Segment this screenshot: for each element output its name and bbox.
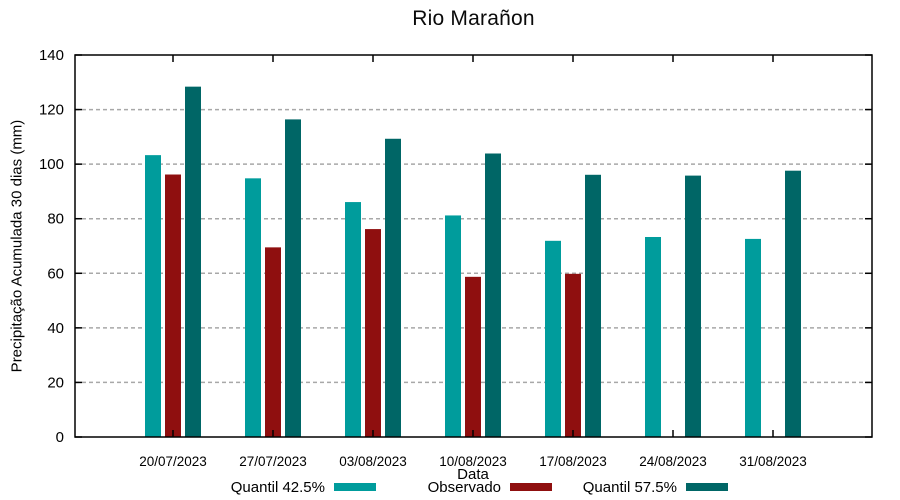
x-tick-label: 03/08/2023 — [339, 454, 407, 469]
legend-label: Observado — [427, 478, 501, 496]
bar-observado — [265, 247, 281, 437]
bar-quantil-57-5- — [685, 175, 701, 438]
bar-quantil-57-5- — [585, 174, 601, 437]
bar-quantil-42-5- — [445, 215, 461, 437]
chart-title: Rio Marañon — [412, 7, 535, 30]
legend-swatch-quantil-425-icon — [334, 483, 376, 491]
y-tick-label: 0 — [56, 429, 64, 446]
y-tick-label: 100 — [39, 156, 64, 173]
bar-quantil-57-5- — [185, 86, 201, 437]
bar-quantil-42-5- — [545, 240, 561, 437]
y-tick-label: 80 — [47, 211, 64, 228]
bar-quantil-42-5- — [645, 236, 661, 437]
bar-quantil-57-5- — [385, 138, 401, 437]
bar-quantil-57-5- — [485, 153, 501, 437]
x-axis-label: Data — [457, 466, 489, 483]
x-tick-label: 27/07/2023 — [239, 454, 307, 469]
bar-observado — [165, 174, 181, 438]
bar-quantil-57-5- — [285, 119, 301, 437]
bar-observado — [465, 276, 481, 437]
x-tick-label: 24/08/2023 — [639, 454, 707, 469]
bar-quantil-42-5- — [145, 155, 161, 438]
bar-observado — [565, 273, 581, 437]
y-tick-label: 40 — [47, 320, 64, 337]
legend-label: Quantil 42.5% — [230, 478, 325, 496]
bar-quantil-42-5- — [245, 178, 261, 437]
x-tick-label: 17/08/2023 — [539, 454, 607, 469]
bar-quantil-42-5- — [345, 202, 361, 437]
legend-swatch-observado-icon — [510, 483, 552, 491]
x-tick-label: 31/08/2023 — [739, 454, 807, 469]
legend-swatch-quantil-575-icon — [686, 483, 728, 491]
y-tick-label: 140 — [39, 47, 64, 64]
y-tick-label: 60 — [47, 265, 64, 282]
bar-observado — [365, 229, 381, 437]
bar-quantil-42-5- — [745, 238, 761, 437]
y-tick-label: 120 — [39, 102, 64, 119]
y-tick-label: 20 — [47, 374, 64, 391]
legend-item-observado: Observado — [428, 478, 552, 496]
x-tick-label: 10/08/2023 — [439, 454, 507, 469]
x-tick-label: 20/07/2023 — [139, 454, 207, 469]
legend-item-quantil-575: Quantil 57.5% — [583, 478, 728, 496]
legend-item-quantil-425: Quantil 42.5% — [231, 478, 376, 496]
legend-label: Quantil 57.5% — [582, 478, 677, 496]
bar-quantil-57-5- — [785, 170, 801, 438]
